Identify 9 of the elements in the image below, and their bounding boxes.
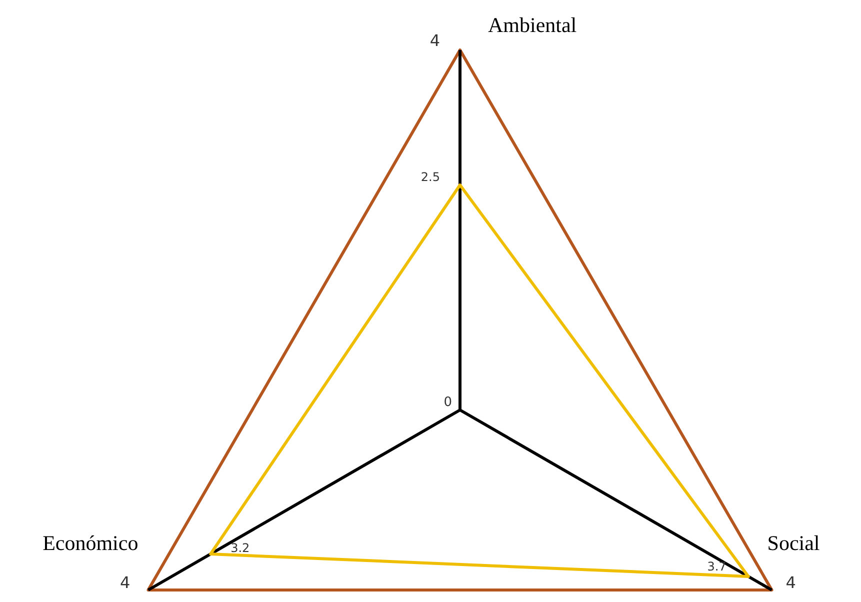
y-tick-label: 0 (444, 395, 452, 410)
data-label: 3.2 (230, 541, 250, 555)
spoke-label: Ambiental (488, 13, 577, 37)
data-label: 3.7 (707, 560, 726, 574)
text: 4 (786, 573, 796, 592)
data-label: 2.5 (420, 170, 440, 184)
text: 4 (120, 573, 130, 592)
spoke-label: Social (767, 531, 820, 555)
spoke-label: Económico (42, 531, 138, 555)
